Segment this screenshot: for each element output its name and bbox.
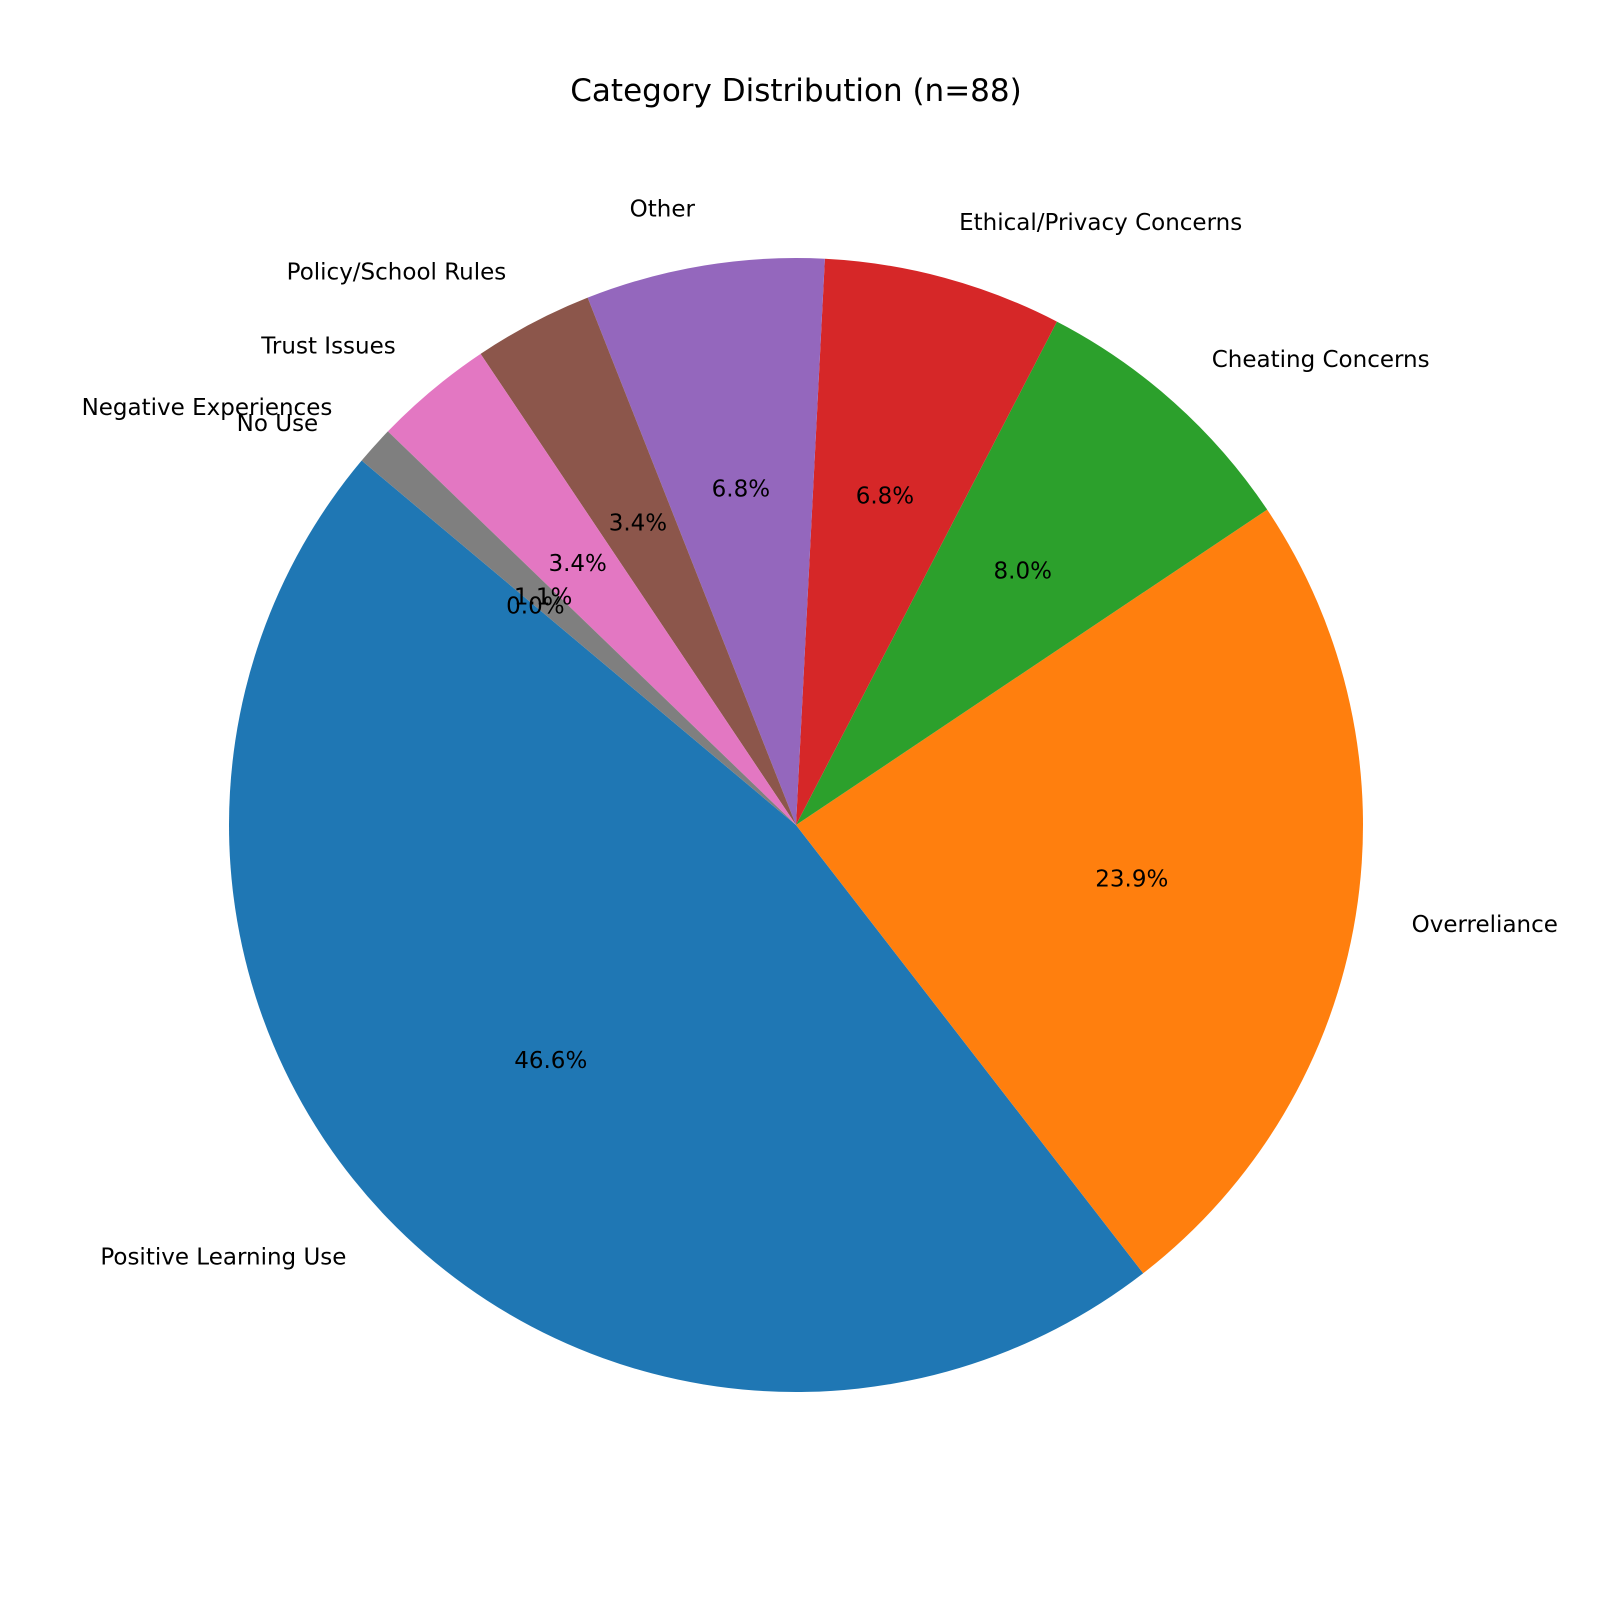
percent-label-no-use: 0.0% [506, 593, 564, 619]
pie-slices [229, 258, 1363, 1392]
pie-slice-ethical-privacy-concerns [796, 258, 1057, 825]
pie-slice-cheating-concerns [796, 321, 1268, 825]
category-label-negative-experiences: Negative Experiences [82, 395, 333, 421]
category-label-policy-school-rules: Policy/School Rules [287, 260, 507, 286]
pie-slice-negative-experiences [361, 431, 796, 825]
category-label-other: Other [630, 197, 696, 223]
percent-label-overreliance: 23.9% [1095, 867, 1168, 893]
pie-category-labels: Positive Learning Use Overreliance Cheatin… [82, 197, 1558, 1271]
category-label-cheating-concerns: Cheating Concerns [1212, 347, 1430, 373]
percent-label-negative-experiences: 1.1% [514, 584, 572, 610]
percent-label-trust-issues: 3.4% [548, 551, 606, 577]
pie-percent-labels: 46.6% 23.9% 8.0% 6.8% 6.8% 3.4%3.4% 1.1%0.0% [506, 476, 1168, 1074]
pie-slice-policy-school-rules [480, 297, 796, 825]
pie-slice-trust-issues [387, 353, 796, 825]
category-label-no-use: No Use [237, 411, 319, 437]
pie-slice-other [587, 258, 825, 825]
percent-label-cheating-concerns: 8.0% [994, 558, 1052, 584]
percent-label-other: 6.8% [712, 476, 770, 502]
category-label-positive-learning-use: Positive Learning Use [100, 1244, 346, 1270]
percent-label-positive-learning-use: 46.6% [514, 1048, 587, 1074]
category-label-ethical-privacy-concerns: Ethical/Privacy Concerns [959, 210, 1242, 236]
percent-label-policy-school-rules: 3.4% [609, 511, 667, 537]
chart-title: Category Distribution (n=88) [570, 73, 1021, 109]
percent-label-ethical-privacy-concerns: 6.8% [856, 484, 914, 510]
category-label-trust-issues: Trust Issues [260, 334, 395, 360]
pie-slice-overreliance [796, 509, 1363, 1274]
pie-slice-positive-learning-use [229, 460, 1144, 1392]
category-label-overreliance: Overreliance [1412, 912, 1558, 938]
